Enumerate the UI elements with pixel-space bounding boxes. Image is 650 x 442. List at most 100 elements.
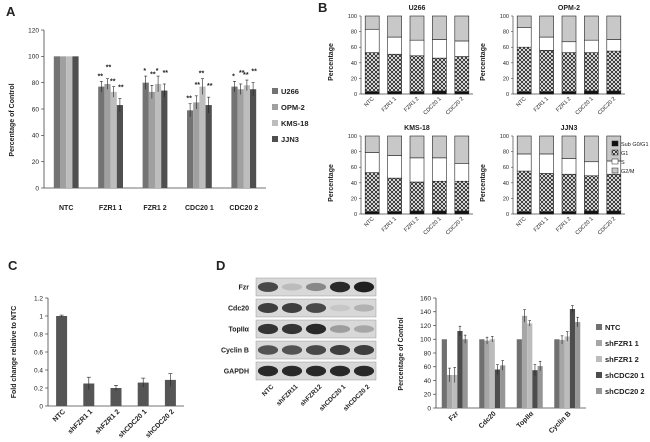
panel-d-ytick-label: 40 [424,378,432,385]
panel-a-bar [142,82,149,188]
panel-d-bar [479,339,485,408]
panel-a-significance: ** [106,65,112,72]
panel-a-ytick-label: 0 [35,185,39,192]
panel-b-legend-swatch [611,158,619,165]
blot-band [329,325,351,333]
panel-d-chart: Percentage of Control 0 20 40 60 80 100 120 140… [398,295,645,435]
panel-b-ylabel-4: Percentage [480,164,487,202]
panel-a-bar [250,89,257,188]
panel-b-bar-g1 [561,173,577,212]
panel-b-xtick-label: NTC [363,96,375,108]
blot-band [281,345,303,355]
panel-b-bar-s [387,36,402,55]
panel-a-ytick-label: 60 [32,106,40,113]
panel-d-ylabel: Percentage of Control [398,317,405,390]
panel-b-subplot-title: U266 [409,5,426,12]
panel-a-ylabel: Percentage of Control [9,83,16,156]
panel-b-legend-label: Sub G0/G1 [621,142,649,148]
panel-a-legend-swatch [272,88,278,94]
panel-d-bar [484,340,490,408]
panel-a-bar [104,83,111,188]
panel-b-bar-s [409,157,425,183]
panel-c-bar [56,316,68,406]
panel-b-xtick-label: NTC [363,216,375,228]
panel-b-bar-s [364,28,380,53]
panel-d-xtick-label: Cyclin B [548,410,573,435]
panel-a-bar [161,90,168,188]
panel-a-significance: ** [207,83,213,90]
panel-b-ytick-label: 0 [354,92,357,98]
panel-c-bar [137,382,149,406]
blot-band [257,282,279,292]
panel-b-xtick-label: FZR1 2 [555,216,572,233]
panel-b-bar-s [584,39,599,53]
panel-a-xtick-label: FZR1 2 [143,205,166,212]
panel-b-ytick-label: 60 [351,45,357,51]
panel-d-ytick-label: 60 [424,364,432,371]
panel-a-bar [116,105,123,188]
panel-b-bar-subg1 [584,210,599,215]
panel-a-significance: * [232,73,235,80]
panel-a-significance: ** [110,79,116,86]
panel-b-bar-g2m [364,135,380,153]
panel-b-bar-s [409,39,425,57]
panel-c-bar [110,388,122,406]
blot-band-label: GAPDH [224,369,249,376]
panel-b-ytick-label: 0 [354,212,357,218]
panel-label-b: B [318,0,327,15]
panel-b-bar-g2m [516,15,532,28]
panel-a-legend-label: U266 [281,87,299,96]
panel-b-bar-g1 [364,172,380,212]
panel-d-bar [559,339,565,408]
panel-b-xtick-label: CDC20 2 [597,96,617,116]
panel-c-xtick-label: NTC [52,408,67,423]
panel-b-legend-swatch [611,149,619,156]
panel-b-ytick-label: 40 [503,61,509,67]
panel-b-ytick-label: 20 [351,196,357,202]
panel-b-bar-g1 [561,52,577,92]
panel-b-xtick-label: FZR1 1 [533,96,550,113]
panel-a-bar [66,56,73,189]
panel-a-legend-swatch [272,104,278,110]
panel-b-ytick-label: 60 [503,45,509,51]
panel-d-ytick-label: 120 [420,323,431,330]
panel-a-legend-swatch [272,136,278,142]
panel-a-ytick-label: 80 [32,80,40,87]
panel-b-bar-g1 [409,55,425,92]
panel-a-legend-label: KMS-18 [281,119,309,128]
panel-b-bar-subg1 [387,211,402,215]
panel-b-bar-subg1 [387,91,402,95]
panel-b-bar-g2m [561,135,577,159]
panel-b-bar-subg1 [364,211,380,215]
panel-b-bar-g2m [539,15,554,38]
panel-b-bar-g1 [454,56,470,92]
panel-a-xtick-label: CDC20 1 [185,205,214,212]
panel-b-bar-s [539,153,554,174]
panel-a-bar [53,56,60,189]
panel-b-bar-g1 [606,50,622,92]
panel-b-ytick-label: 80 [503,30,509,36]
panel-label-a: A [6,4,16,19]
panel-b-ytick-label: 20 [503,76,509,82]
panel-c-ytick-label: 1 [39,313,43,320]
panel-a-significance: * [156,68,159,75]
blot-band [305,282,327,292]
panel-a-bar [231,86,238,188]
panel-b-bar-g2m [561,15,577,43]
panel-d-bar [489,339,495,408]
panel-b-bar-s [387,155,402,179]
panel-b-xtick-label: FZR1 1 [381,96,398,113]
blot-band [281,365,303,377]
panel-d-bar [462,339,468,408]
panel-b-bar-g2m [454,135,470,164]
panel-d-legend-label: shFZR1 1 [605,339,639,348]
panel-c-ytick-label: 0.4 [34,367,43,374]
panel-a-bar [148,91,155,188]
blot-band [329,281,351,293]
blot-band [353,325,375,333]
panel-a-significance: ** [243,72,249,79]
panel-b-xtick-label: CDC20 1 [423,96,443,116]
panel-a-chart: Percentage of Control 0 20 40 60 80 100 120 NTC… [9,27,309,212]
blot-band [353,345,375,355]
panel-b-bar-g1 [432,57,447,92]
